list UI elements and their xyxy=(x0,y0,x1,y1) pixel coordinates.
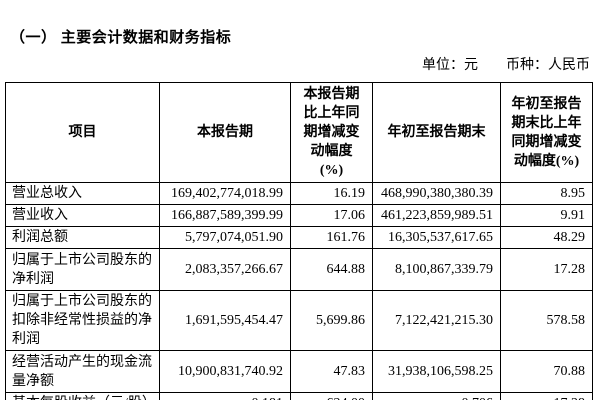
row-label: 经营活动产生的现金流量净额 xyxy=(5,350,160,393)
current-change-pct: 16.19 xyxy=(290,182,373,205)
current-period-value: 5,797,074,051.90 xyxy=(159,226,291,249)
ytd-value: 31,938,106,598.25 xyxy=(372,350,501,393)
col-header-ytd-change: 年初至报告期末比上年同期增减变动幅度(%) xyxy=(500,82,593,183)
current-period-value: 166,887,589,399.99 xyxy=(159,204,291,227)
table-row-basic-eps: 基本每股收益（元/股） 0.181 624.00 0.706 17.28 xyxy=(5,392,593,400)
table-row-net-profit-excl-nonrecurring: 归属于上市公司股东的扣除非经常性损益的净利润 1,691,595,454.47 … xyxy=(5,290,593,351)
current-change-pct: 644.88 xyxy=(290,248,373,291)
row-label: 营业收入 xyxy=(5,204,160,227)
ytd-change-pct: 17.28 xyxy=(500,392,593,400)
current-change-pct: 624.00 xyxy=(290,392,373,400)
unit-currency-note: 单位：元 币种：人民币 xyxy=(422,58,590,73)
row-label: 营业总收入 xyxy=(5,182,160,205)
col-header-current-period: 本报告期 xyxy=(159,82,291,183)
table-row-net-profit-attributable: 归属于上市公司股东的净利润 2,083,357,266.67 644.88 8,… xyxy=(5,248,593,291)
current-change-pct: 5,699.86 xyxy=(290,290,373,351)
ytd-value: 0.706 xyxy=(372,392,501,400)
col-header-current-change: 本报告期比上年同期增减变动幅度(%) xyxy=(290,82,373,183)
table-row-total-revenue: 营业总收入 169,402,774,018.99 16.19 468,990,3… xyxy=(5,182,593,205)
col-header-year-to-date: 年初至报告期末 xyxy=(372,82,501,183)
financial-indicators-table: 项目 本报告期 本报告期比上年同期增减变动幅度(%) 年初至报告期末 年初至报告… xyxy=(5,82,593,400)
current-period-value: 169,402,774,018.99 xyxy=(159,182,291,205)
ytd-change-pct: 8.95 xyxy=(500,182,593,205)
col-header-item: 项目 xyxy=(5,82,160,183)
ytd-change-pct: 70.88 xyxy=(500,350,593,393)
table-row-total-profit: 利润总额 5,797,074,051.90 161.76 16,305,537,… xyxy=(5,226,593,249)
current-change-pct: 47.83 xyxy=(290,350,373,393)
table-row-operating-cash-flow: 经营活动产生的现金流量净额 10,900,831,740.92 47.83 31… xyxy=(5,350,593,393)
ytd-value: 8,100,867,339.79 xyxy=(372,248,501,291)
current-period-value: 0.181 xyxy=(159,392,291,400)
section-title: （一） 主要会计数据和财务指标 xyxy=(10,30,232,46)
ytd-value: 461,223,859,989.51 xyxy=(372,204,501,227)
financial-report-page: （一） 主要会计数据和财务指标 单位：元 币种：人民币 项目 本报告期 本报告期… xyxy=(0,26,600,400)
ytd-change-pct: 48.29 xyxy=(500,226,593,249)
ytd-value: 468,990,380,380.39 xyxy=(372,182,501,205)
ytd-value: 16,305,537,617.65 xyxy=(372,226,501,249)
ytd-change-pct: 578.58 xyxy=(500,290,593,351)
ytd-change-pct: 17.28 xyxy=(500,248,593,291)
row-label: 利润总额 xyxy=(5,226,160,249)
row-label: 归属于上市公司股东的扣除非经常性损益的净利润 xyxy=(5,290,160,351)
current-period-value: 1,691,595,454.47 xyxy=(159,290,291,351)
table-row-operating-revenue: 营业收入 166,887,589,399.99 17.06 461,223,85… xyxy=(5,204,593,227)
current-change-pct: 17.06 xyxy=(290,204,373,227)
current-period-value: 10,900,831,740.92 xyxy=(159,350,291,393)
table-header-row: 项目 本报告期 本报告期比上年同期增减变动幅度(%) 年初至报告期末 年初至报告… xyxy=(5,82,593,183)
ytd-value: 7,122,421,215.30 xyxy=(372,290,501,351)
row-label: 基本每股收益（元/股） xyxy=(5,392,160,400)
current-period-value: 2,083,357,266.67 xyxy=(159,248,291,291)
current-change-pct: 161.76 xyxy=(290,226,373,249)
row-label: 归属于上市公司股东的净利润 xyxy=(5,248,160,291)
ytd-change-pct: 9.91 xyxy=(500,204,593,227)
